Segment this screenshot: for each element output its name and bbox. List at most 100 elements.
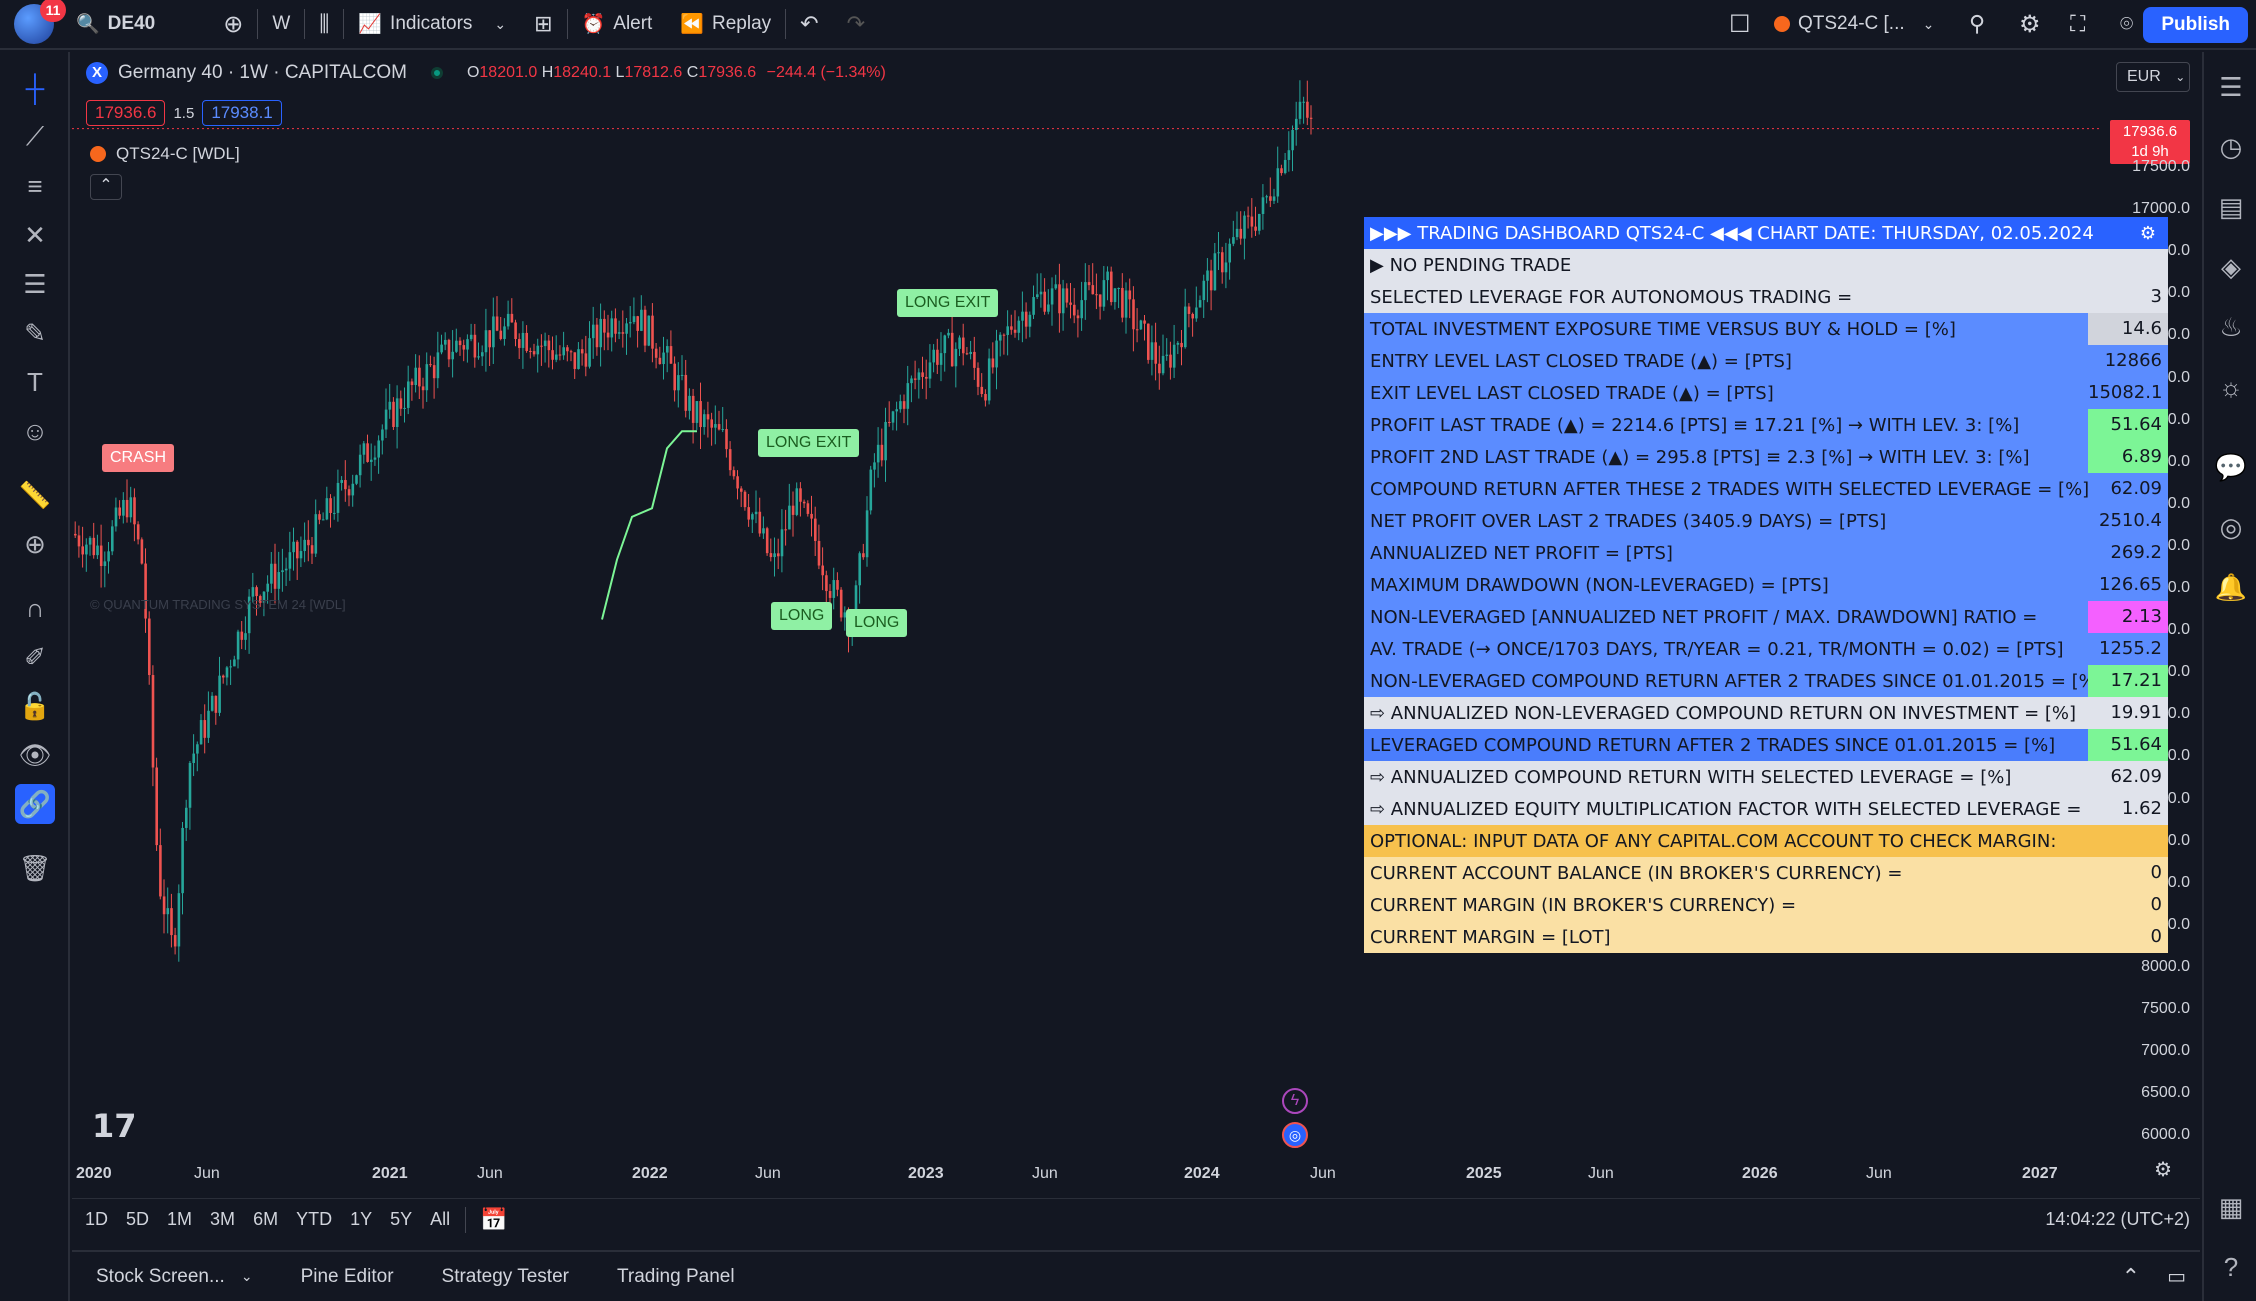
layout-name-button[interactable]: QTS24-C [... ⌄ [1760, 0, 1948, 49]
brush-icon[interactable]: ✎ [24, 317, 46, 348]
dashboard-row-value: 1255.2 [2088, 633, 2168, 665]
forecast-icon[interactable]: ☰ [23, 268, 47, 299]
candle-body [695, 401, 699, 423]
collapse-panel-chevron-icon[interactable]: ⌃ [2121, 1263, 2140, 1289]
lock-pencil-icon[interactable]: ✐ [24, 641, 46, 672]
candle-body [1150, 342, 1154, 360]
streams-icon[interactable]: ◎ [2219, 511, 2243, 542]
tab-stock-screener[interactable]: Stock Screen... ⌄ [72, 1266, 277, 1288]
candle-body [788, 505, 791, 530]
candle-body [510, 313, 514, 323]
rewind-icon: ⏪ [680, 14, 705, 35]
buy-price-button[interactable]: 17938.1 [202, 100, 282, 126]
candle-body [292, 541, 295, 553]
tab-strategy-tester[interactable]: Strategy Tester [441, 1265, 569, 1287]
crosshair-icon[interactable]: ┼ [25, 72, 45, 103]
range-button-5y[interactable]: 5Y [390, 1209, 413, 1229]
chart-legend: X Germany 40 · 1W · CAPITALCOM O18201.0 … [86, 62, 886, 84]
hotlist-flame-icon[interactable]: ♨ [2219, 311, 2243, 342]
chevron-down-icon: ⌄ [1922, 15, 1935, 32]
candle-body [492, 316, 495, 348]
help-icon[interactable]: ? [2223, 1251, 2239, 1282]
alert-button[interactable]: ⏰ Alert [568, 0, 667, 49]
zoom-in-icon[interactable]: ⊕ [24, 528, 46, 559]
redo-button[interactable]: ↷ [846, 11, 866, 36]
dashboard-settings-icon[interactable]: ⚙ [2139, 222, 2157, 244]
range-button-1y[interactable]: 1Y [350, 1209, 373, 1229]
magnet-icon[interactable]: ∩ [25, 592, 45, 623]
ruler-icon[interactable]: 📏 [18, 479, 52, 510]
camera-icon[interactable]: ⌾ [2120, 11, 2134, 36]
range-button-1d[interactable]: 1D [85, 1209, 109, 1229]
alarm-clock-icon: ⏰ [581, 14, 606, 35]
layouts-icon[interactable]: ⊞ [534, 11, 553, 36]
data-window-icon[interactable]: ▤ [2218, 191, 2244, 222]
timezone-clock[interactable]: 14:04:22 (UTC+2) [2045, 1209, 2190, 1229]
replay-button[interactable]: ⏪ Replay [666, 0, 785, 49]
indicator-legend[interactable]: QTS24-C [WDL] [90, 144, 240, 164]
calendar-icon[interactable]: ▦ [2218, 1191, 2244, 1222]
candle-body [1128, 290, 1132, 300]
text-icon[interactable]: T [27, 366, 43, 397]
range-button-3m[interactable]: 3M [210, 1209, 236, 1229]
interval-button[interactable]: W [272, 13, 291, 34]
lock-icon[interactable]: 🔓 [18, 690, 52, 721]
dashboard-row-value: 0 [2150, 894, 2162, 915]
undo-button[interactable]: ↶ [800, 11, 819, 36]
right-sidebar: ☰ ◷ ▤ ◈ ♨ ☼ 💬 ◎ 🔔 ▦ ? [2202, 52, 2256, 1301]
settings-gear-icon[interactable]: ⚙ [2019, 10, 2041, 38]
axis-settings-gear-icon[interactable]: ⚙ [2154, 1159, 2172, 1181]
goto-date-calendar-icon[interactable]: 📅 [480, 1206, 508, 1232]
tab-trading-panel[interactable]: Trading Panel [616, 1265, 735, 1287]
chat-icon[interactable]: 💬 [2214, 451, 2248, 482]
candle-body [984, 394, 987, 401]
trend-line-icon[interactable]: ⟋ [25, 121, 45, 151]
candle-body [651, 315, 654, 349]
range-button-all[interactable]: All [430, 1209, 451, 1229]
candle-body [1010, 326, 1013, 330]
dashboard-row-label: CURRENT MARGIN = [LOT] [1370, 926, 1611, 948]
fullscreen-icon[interactable]: ⛶ [2070, 11, 2086, 36]
pattern-icon[interactable]: ✕ [24, 219, 46, 250]
range-button-1m[interactable]: 1M [167, 1209, 193, 1229]
candle-body [1228, 243, 1231, 263]
maximize-panel-icon[interactable]: ▭ [2167, 1266, 2186, 1288]
trash-icon[interactable]: 🗑 [18, 852, 52, 883]
candle-body [814, 518, 817, 541]
ideas-bulb-icon[interactable]: ☼ [2219, 371, 2243, 402]
candle-body [484, 330, 488, 353]
event-lightning-icon[interactable]: ϟ [1282, 1088, 1308, 1114]
alerts-clock-icon[interactable]: ◷ [2219, 131, 2243, 162]
candle-body [210, 695, 214, 711]
collapse-legend-button[interactable]: ⌃ [90, 174, 122, 200]
symbol-search[interactable]: 🔍 DE40 [62, 0, 169, 49]
notifications-bell-icon[interactable]: 🔔 [2214, 571, 2248, 602]
candle-body [310, 545, 314, 554]
select-layout-icon[interactable]: ☐ [1729, 10, 1751, 38]
sell-price-button[interactable]: 17936.6 [86, 100, 166, 126]
layers-icon[interactable]: ◈ [2221, 251, 2241, 282]
watchlist-icon[interactable]: ☰ [2219, 71, 2243, 102]
compare-symbol-button[interactable]: ⊕ [223, 10, 244, 38]
eye-icon[interactable]: 👁 [18, 739, 52, 770]
fib-lines-icon[interactable]: ≡ [27, 170, 43, 201]
candle-body [910, 378, 913, 384]
quick-search-icon[interactable]: ⚲ [1969, 11, 1986, 36]
event-earnings-icon[interactable]: ◎ [1282, 1122, 1308, 1148]
currency-select[interactable]: EUR ⌄ [2116, 62, 2190, 92]
range-button-ytd[interactable]: YTD [296, 1209, 333, 1229]
price-chart[interactable]: X Germany 40 · 1W · CAPITALCOM O18201.0 … [72, 52, 2200, 1212]
publish-button[interactable]: Publish [2143, 7, 2248, 43]
emoji-icon[interactable]: ☺ [21, 415, 49, 446]
tab-pine-editor[interactable]: Pine Editor [300, 1265, 394, 1287]
dashboard-row-label: ⇨ ANNUALIZED COMPOUND RETURN WITH SELECT… [1370, 766, 2012, 788]
user-avatar[interactable]: 11 [14, 0, 66, 44]
range-button-5d[interactable]: 5D [126, 1209, 150, 1229]
candle-body [599, 318, 602, 348]
candle-body [821, 565, 824, 576]
chart-type-icon[interactable]: ⫼ [319, 11, 330, 36]
range-button-6m[interactable]: 6M [253, 1209, 279, 1229]
link-icon[interactable]: 🔗 [15, 784, 55, 824]
candle-body [458, 340, 462, 346]
indicators-button[interactable]: 📈 Indicators ⌄ [344, 0, 520, 49]
